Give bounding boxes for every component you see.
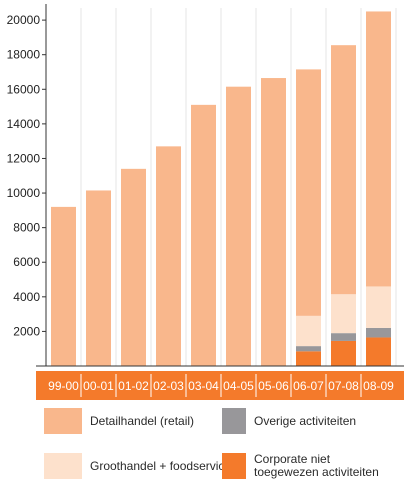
legend-swatch-corporate	[222, 453, 246, 479]
bar-06-07-series-3	[296, 69, 321, 316]
x-tick-label: 08-09	[363, 379, 394, 393]
bar-07-08-series-3	[331, 45, 356, 295]
x-tick-label: 04-05	[223, 379, 254, 393]
x-tick-label: 06-07	[293, 379, 324, 393]
y-tick-label: 14000	[7, 117, 41, 131]
bar-06-07-series-1	[296, 346, 321, 352]
x-axis-labels: 99-00 00-01 01-02 02-03 03-04 04-05 05-06 06-07…	[48, 374, 394, 397]
legend-swatch-retail	[44, 408, 82, 434]
legend-label-wholesale: Groothandel + foodservice	[90, 458, 232, 473]
bar-07-08-series-2	[331, 294, 356, 334]
bar-05-06-series-3	[261, 78, 286, 366]
bar-08-09-series-1	[366, 327, 391, 338]
x-tick-label: 05-06	[258, 379, 289, 393]
legend-item-corporate: Corporate niet toegewezen activiteiten	[222, 453, 397, 479]
legend-item-retail: Detailhandel (retail)	[44, 408, 194, 434]
y-tick-label: 18000	[7, 48, 41, 62]
x-tick-label: 01-02	[118, 379, 149, 393]
bar-02-03-series-3	[156, 146, 181, 366]
x-tick-label: 00-01	[83, 379, 114, 393]
legend-item-wholesale: Groothandel + foodservice	[44, 453, 231, 479]
bar-03-04-series-3	[191, 104, 216, 366]
grid-lines	[80, 8, 397, 366]
stacked-bar-chart: 2000 4000 6000 8000 10000 12000 14000 16000 1800…	[7, 4, 404, 400]
x-tick-label: 02-03	[153, 379, 184, 393]
bar-08-09-series-0	[366, 337, 391, 366]
bar-99-00-series-3	[51, 206, 76, 366]
bar-04-05-series-3	[226, 86, 251, 366]
y-tick-label: 10000	[7, 186, 41, 200]
bar-06-07-series-2	[296, 315, 321, 347]
legend-label-other: Overige activiteiten	[254, 413, 357, 428]
y-tick-label: 4000	[13, 290, 40, 304]
category-band	[36, 371, 404, 400]
legend-swatch-wholesale	[44, 453, 82, 479]
bar-08-09-series-3	[366, 11, 391, 287]
x-tick-label: 07-08	[328, 379, 359, 393]
y-tick-label: 2000	[13, 324, 40, 338]
x-tick-label: 99-00	[48, 379, 79, 393]
legend-label-corporate: Corporate niet toegewezen activiteiten	[254, 452, 379, 479]
bar-01-02-series-3	[121, 168, 146, 366]
y-tick-label: 6000	[13, 255, 40, 269]
bar-07-08-series-1	[331, 333, 356, 341]
legend-swatch-other	[222, 408, 246, 434]
x-tick-label: 03-04	[188, 379, 219, 393]
y-tick-label: 12000	[7, 151, 41, 165]
bars	[51, 11, 391, 366]
legend-item-other: Overige activiteiten	[222, 408, 356, 434]
bar-00-01-series-3	[86, 190, 111, 366]
bar-08-09-series-2	[366, 286, 391, 328]
y-tick-label: 20000	[7, 13, 41, 27]
y-tick-label: 8000	[13, 221, 40, 235]
legend-label-retail: Detailhandel (retail)	[90, 413, 195, 428]
y-axis: 2000 4000 6000 8000 10000 12000 14000 16000 1800…	[7, 4, 404, 367]
bar-07-08-series-0	[331, 340, 356, 366]
bar-06-07-series-0	[296, 351, 321, 366]
y-tick-label: 16000	[7, 82, 41, 96]
